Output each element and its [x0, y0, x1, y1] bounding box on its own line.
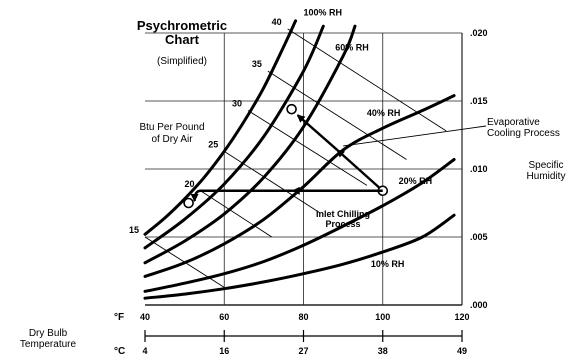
enth-title-line-2: of Dry Air — [151, 134, 193, 145]
evaporative-arrow-1 — [336, 149, 384, 192]
xlabel-el-line-2: Temperature — [20, 339, 77, 350]
chart-title-line-1: Psychrometric — [137, 18, 227, 33]
x-tick-f-120: 120 — [454, 312, 469, 322]
rh-label-100-rh: 100% RH — [304, 7, 343, 17]
x-unit-celsius: °C — [114, 346, 125, 356]
enthalpy-line-30 — [247, 110, 368, 186]
y-tick-020: .020 — [470, 28, 488, 38]
chart-title-line-2: Chart — [165, 32, 200, 47]
enthalpy-line-25 — [224, 150, 320, 213]
y-axis-label: Specific Humidity — [527, 160, 566, 182]
inlet-chilling-end-point — [183, 197, 194, 209]
enthalpy-label-35: 35 — [252, 59, 262, 69]
x-tick-f-100: 100 — [375, 312, 390, 322]
x-unit-fahrenheit: °F — [114, 312, 124, 323]
enthalpy-label-30: 30 — [232, 99, 242, 109]
y-tick-015: .015 — [470, 96, 488, 106]
rh-curve-10-rh — [143, 213, 456, 300]
rh-curves — [143, 19, 456, 300]
x-tick-f-80: 80 — [298, 312, 308, 322]
evaporative-arrow-2 — [296, 114, 338, 151]
y-tick-005: .005 — [470, 232, 488, 242]
enth-title-line-1: Btu Per Pound — [139, 122, 204, 133]
rh-curve-40-rh — [143, 94, 456, 278]
x-tick-c-27: 27 — [298, 346, 308, 356]
enthalpy-label-25: 25 — [208, 139, 218, 149]
x-tick-f-60: 60 — [219, 312, 229, 322]
evaporative-label-line-1: Evaporative — [487, 117, 540, 128]
enthalpy-axis-label: Btu Per Pound of Dry Air — [139, 122, 204, 145]
rh-curve-20-rh — [143, 158, 456, 293]
inlet-chilling-arrow-2 — [190, 189, 293, 202]
inlet-label-line-2: Process — [325, 219, 360, 229]
xlabel-el-line-1: Dry Bulb — [29, 328, 68, 339]
evaporative-label-line-2: Cooling Process — [487, 128, 560, 139]
enthalpy-line-35 — [267, 70, 407, 160]
process-arrows — [183, 103, 487, 209]
chart-title: Psychrometric Chart — [137, 18, 227, 47]
rh-curve-60-rh — [143, 24, 357, 265]
rh-label-20-rh: 20% RH — [399, 176, 433, 186]
x-tick-c-4: 4 — [142, 346, 147, 356]
x-tick-c-49: 49 — [457, 346, 467, 356]
x-axis-label: Dry Bulb Temperature — [20, 328, 77, 350]
rh-label-10-rh: 10% RH — [371, 259, 405, 269]
chart-labels: 40 4 60 16 80 27 100 38 120 49 .000 .005 .010 .015 .02… — [129, 7, 560, 356]
rh-label-60-rh: 60% RH — [335, 43, 369, 53]
x-tick-f-40: 40 — [140, 312, 150, 322]
inlet-label-line-1: Inlet Chilling — [316, 209, 370, 219]
y-tick-010: .010 — [470, 164, 488, 174]
rh-curve-100-rh — [143, 19, 298, 236]
ylabel-el-line-1: Specific — [528, 160, 563, 171]
x-tick-c-16: 16 — [219, 346, 229, 356]
rh-label-40-rh: 40% RH — [367, 108, 401, 118]
evaporative-end-point — [286, 103, 297, 115]
x-tick-c-38: 38 — [378, 346, 388, 356]
enthalpy-label-20: 20 — [184, 179, 194, 189]
chart-subtitle: (Simplified) — [157, 56, 207, 67]
rh-curve-80-rh — [143, 24, 325, 250]
enthalpy-label-40: 40 — [272, 17, 282, 27]
y-tick-000: .000 — [470, 300, 488, 310]
ylabel-el-line-2: Humidity — [527, 171, 566, 182]
evaporative-pointer-line — [343, 125, 487, 147]
enthalpy-line-20 — [200, 190, 273, 238]
enthalpy-label-15: 15 — [129, 225, 139, 235]
grid-lines — [144, 32, 463, 342]
